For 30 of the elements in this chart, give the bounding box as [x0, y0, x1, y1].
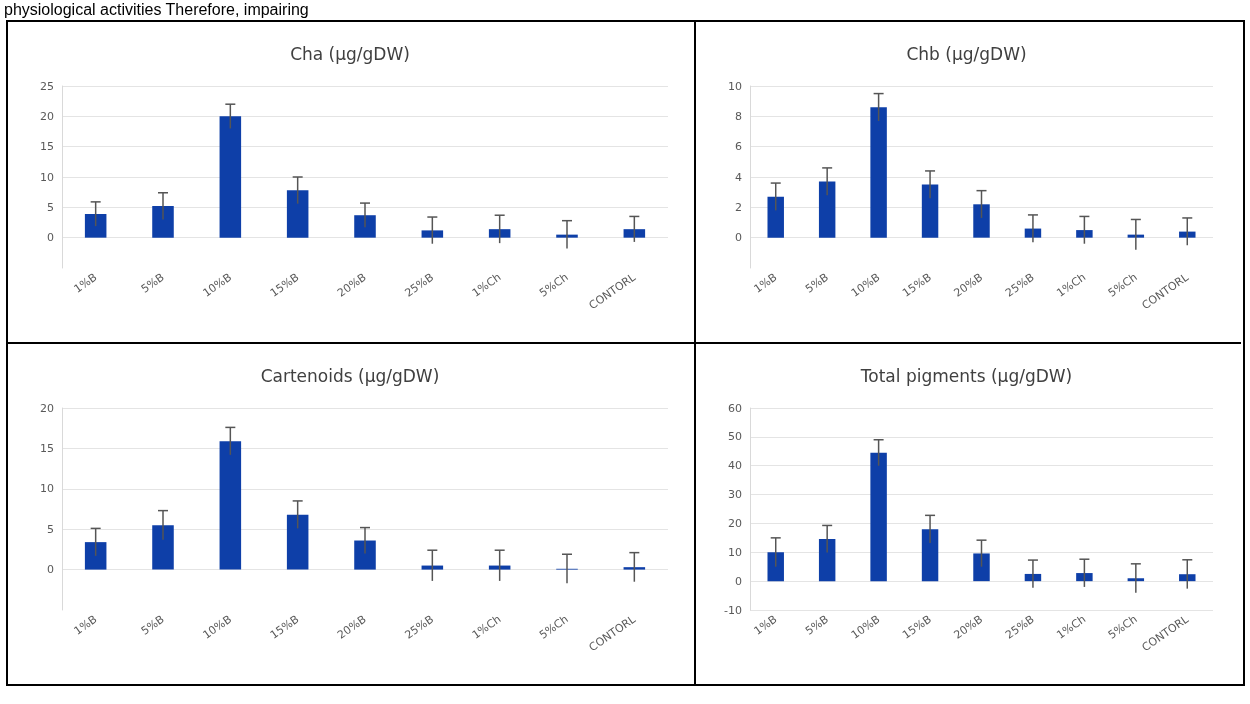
y-tick-label: 0 [735, 574, 742, 588]
chart-title: Cha (µg/gDW) [290, 43, 410, 64]
y-tick-label: 4 [735, 170, 742, 184]
y-tick-label: 10 [40, 482, 54, 496]
y-tick-label: 0 [47, 231, 54, 245]
y-tick-label: 15 [40, 140, 54, 154]
y-tick-label: 0 [735, 231, 742, 245]
chart-title: Chb (µg/gDW) [906, 43, 1027, 64]
y-tick-label: 30 [728, 488, 742, 502]
y-tick-label: 2 [735, 200, 742, 214]
y-tick-label: 8 [735, 109, 742, 123]
y-tick-label: 10 [728, 79, 742, 93]
y-tick-label: 50 [728, 430, 742, 444]
y-tick-label: 15 [40, 441, 54, 455]
y-tick-label: 10 [728, 545, 742, 559]
y-tick-label: 20 [40, 109, 54, 123]
chart-title: Total pigments (µg/gDW) [859, 365, 1073, 386]
text: physiological activities Therefore, impairing [4, 1, 309, 18]
y-tick-label: 20 [728, 516, 742, 530]
y-tick-label: 0 [47, 563, 54, 577]
y-tick-label: 5 [47, 522, 54, 536]
y-tick-label: 60 [728, 401, 742, 415]
y-tick-label: 6 [735, 140, 742, 154]
y-tick-label: 40 [728, 459, 742, 473]
y-tick-label: 5 [47, 200, 54, 214]
y-tick-label: 25 [40, 79, 54, 93]
y-tick-label: 20 [40, 401, 54, 415]
y-tick-label: 10 [40, 170, 54, 184]
y-tick-label: -10 [724, 603, 742, 617]
chart-title: Cartenoids (µg/gDW) [260, 365, 440, 386]
